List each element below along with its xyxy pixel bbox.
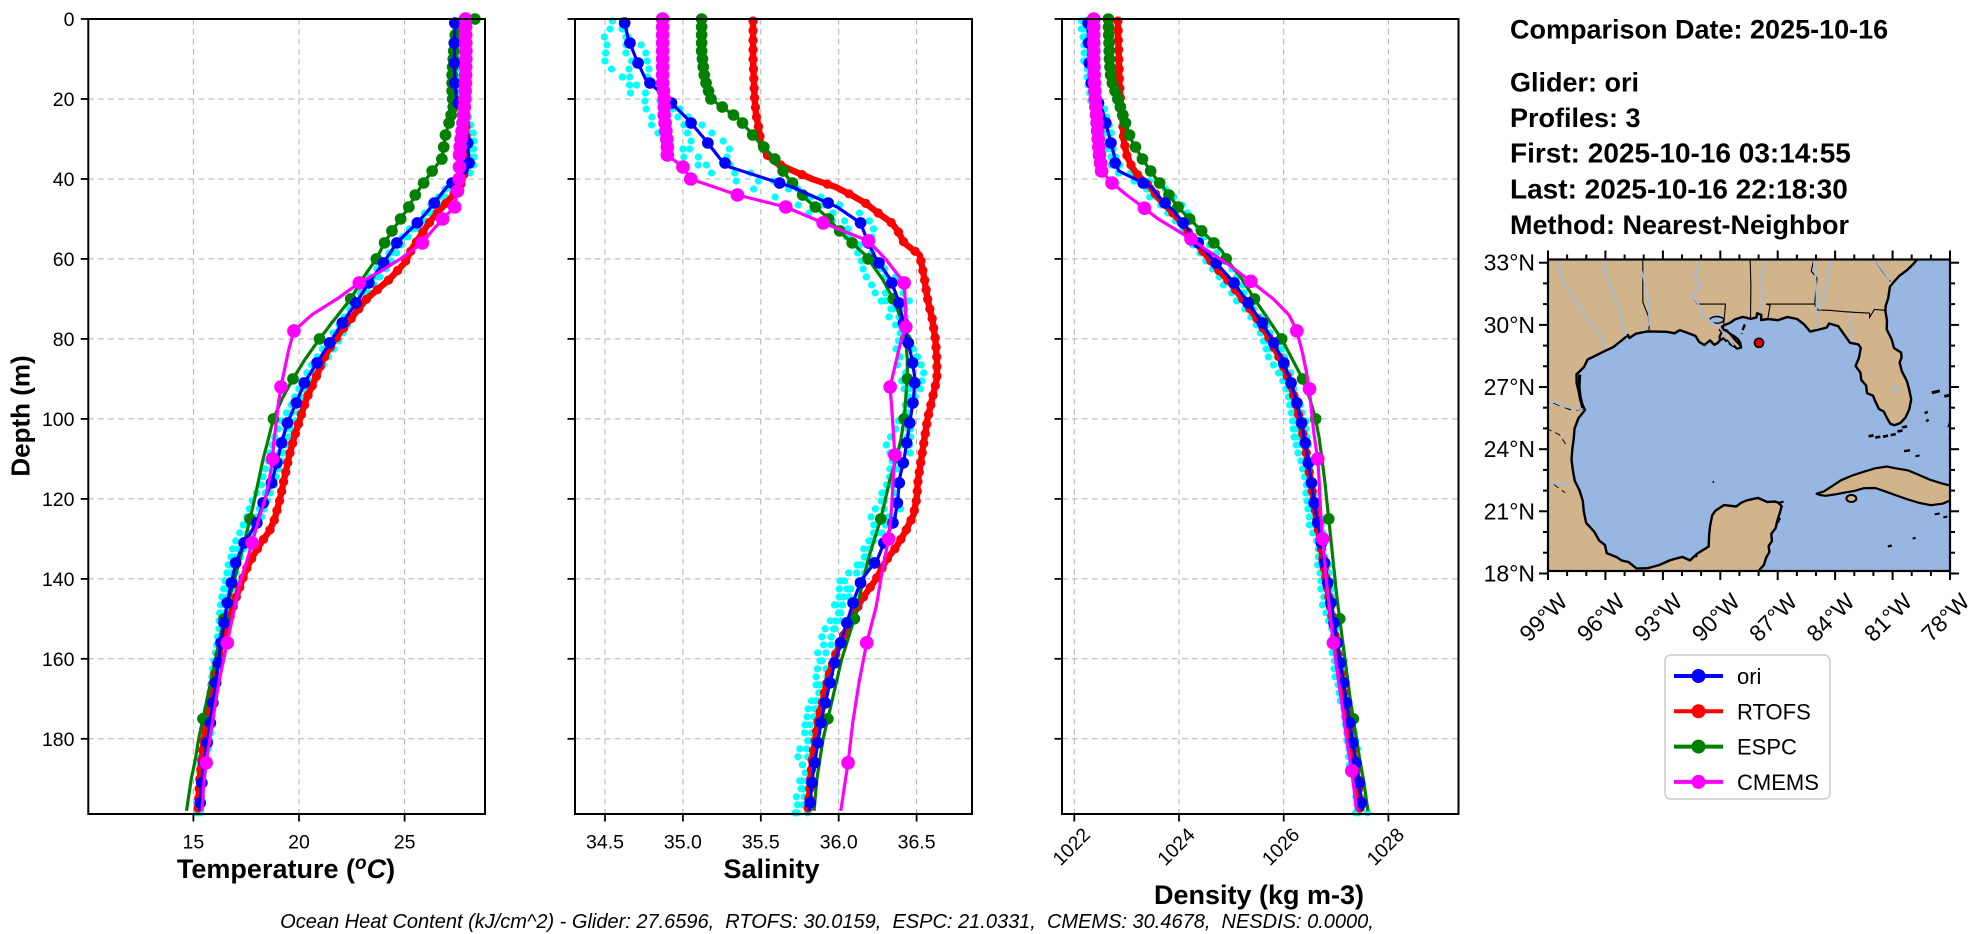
svg-text:Method: Nearest-Neighbor: Method: Nearest-Neighbor bbox=[1510, 210, 1850, 240]
svg-text:Glider: ori: Glider: ori bbox=[1510, 68, 1639, 98]
svg-text:21°N: 21°N bbox=[1484, 498, 1535, 524]
svg-text:Density (kg m-3): Density (kg m-3) bbox=[1154, 880, 1364, 910]
svg-text:18°N: 18°N bbox=[1484, 561, 1535, 587]
svg-text:160: 160 bbox=[42, 649, 75, 671]
svg-text:36.0: 36.0 bbox=[820, 832, 858, 854]
svg-text:Depth (m): Depth (m) bbox=[6, 355, 36, 476]
svg-text:36.5: 36.5 bbox=[898, 832, 936, 854]
svg-text:ESPC: ESPC bbox=[1737, 735, 1797, 760]
svg-text:15: 15 bbox=[183, 832, 205, 854]
svg-text:40: 40 bbox=[53, 169, 75, 191]
svg-text:60: 60 bbox=[53, 249, 75, 271]
svg-text:20: 20 bbox=[53, 89, 75, 111]
svg-text:30°N: 30°N bbox=[1484, 312, 1535, 338]
svg-text:120: 120 bbox=[42, 489, 75, 511]
svg-text:Comparison Date: 2025-10-16: Comparison Date: 2025-10-16 bbox=[1510, 15, 1888, 45]
svg-text:Last: 2025-10-16 22:18:30: Last: 2025-10-16 22:18:30 bbox=[1510, 174, 1848, 205]
svg-text:Profiles: 3: Profiles: 3 bbox=[1510, 103, 1641, 133]
svg-text:Ocean Heat Content (kJ/cm^2) -: Ocean Heat Content (kJ/cm^2) - Glider: 2… bbox=[280, 911, 1374, 933]
svg-text:First: 2025-10-16 03:14:55: First: 2025-10-16 03:14:55 bbox=[1510, 138, 1851, 169]
svg-text:0: 0 bbox=[64, 9, 75, 31]
svg-text:35.0: 35.0 bbox=[664, 832, 702, 854]
svg-text:180: 180 bbox=[42, 729, 75, 751]
svg-text:20: 20 bbox=[288, 832, 310, 854]
svg-text:34.5: 34.5 bbox=[586, 832, 624, 854]
svg-text:140: 140 bbox=[42, 569, 75, 591]
svg-text:Salinity: Salinity bbox=[723, 854, 819, 884]
svg-text:33°N: 33°N bbox=[1484, 250, 1535, 276]
svg-text:CMEMS: CMEMS bbox=[1737, 770, 1819, 795]
svg-text:80: 80 bbox=[53, 329, 75, 351]
svg-text:ori: ori bbox=[1737, 664, 1761, 689]
svg-text:RTOFS: RTOFS bbox=[1737, 699, 1811, 724]
svg-text:25: 25 bbox=[394, 832, 416, 854]
svg-text:24°N: 24°N bbox=[1484, 436, 1535, 462]
svg-text:35.5: 35.5 bbox=[742, 832, 780, 854]
svg-text:27°N: 27°N bbox=[1484, 374, 1535, 400]
svg-text:100: 100 bbox=[42, 409, 75, 431]
